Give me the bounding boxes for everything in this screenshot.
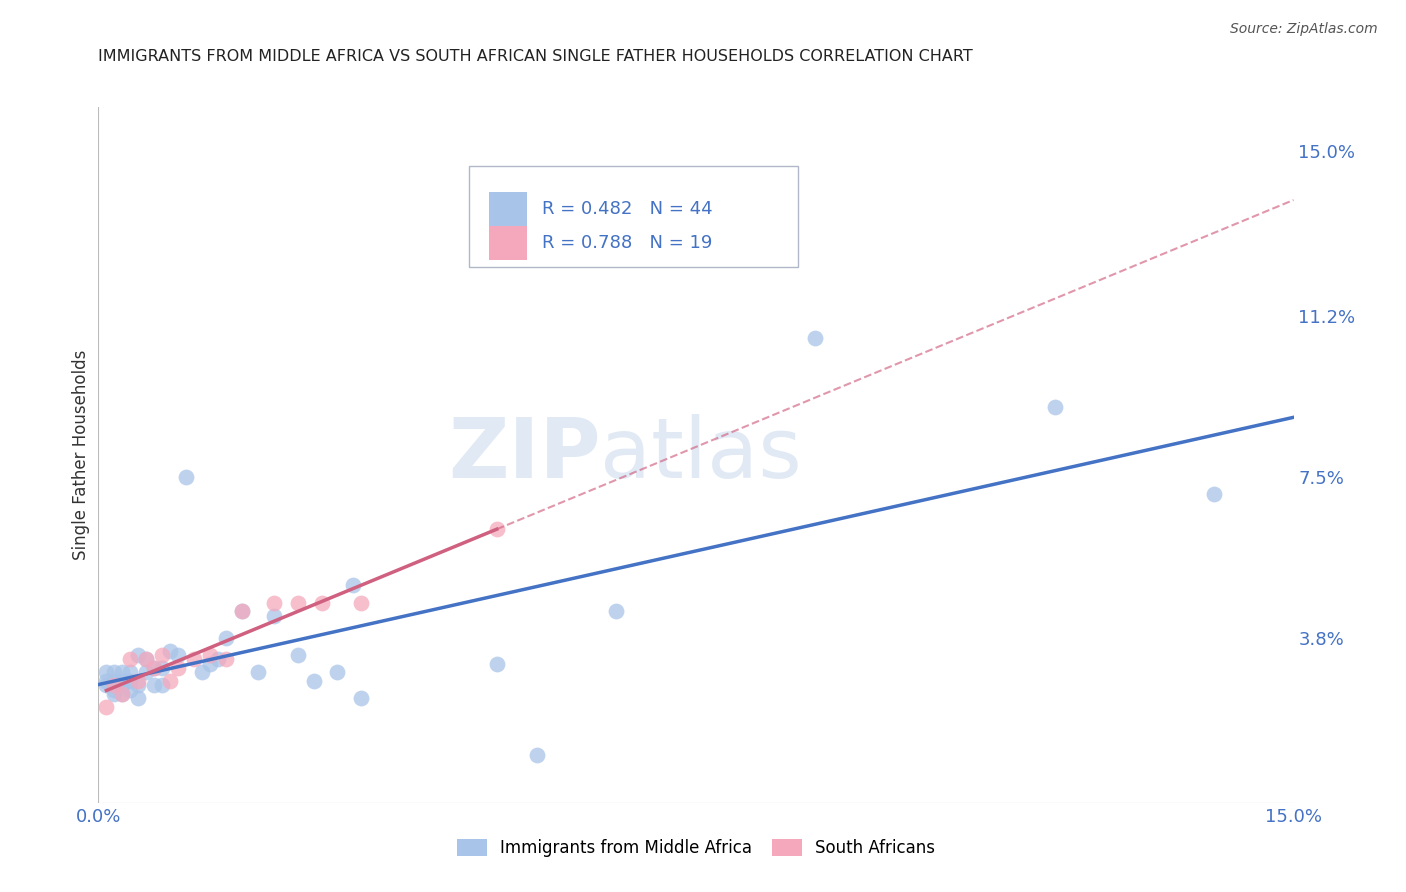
Point	[103, 687, 125, 701]
Point	[198, 657, 221, 671]
Point	[485, 657, 508, 671]
Point	[350, 691, 373, 706]
Point	[103, 674, 125, 689]
Point	[135, 652, 157, 666]
Point	[311, 596, 333, 610]
FancyBboxPatch shape	[489, 227, 527, 260]
Legend: Immigrants from Middle Africa, South Africans: Immigrants from Middle Africa, South Afr…	[450, 832, 942, 864]
Point	[526, 747, 548, 762]
Text: R = 0.788   N = 19: R = 0.788 N = 19	[541, 234, 713, 252]
Point	[804, 330, 827, 344]
Text: atlas: atlas	[600, 415, 801, 495]
Point	[120, 665, 142, 680]
Point	[246, 665, 269, 680]
Point	[150, 661, 173, 675]
Text: R = 0.482   N = 44: R = 0.482 N = 44	[541, 200, 713, 219]
Point	[143, 678, 166, 692]
Point	[167, 661, 190, 675]
Point	[174, 469, 197, 483]
Point	[342, 578, 364, 592]
Point	[191, 665, 214, 680]
Point	[159, 674, 181, 689]
Text: Source: ZipAtlas.com: Source: ZipAtlas.com	[1230, 22, 1378, 37]
Point	[231, 605, 253, 619]
Point	[111, 687, 134, 701]
Point	[120, 674, 142, 689]
Point	[111, 674, 134, 689]
FancyBboxPatch shape	[470, 166, 797, 267]
Point	[150, 648, 173, 662]
Point	[127, 674, 149, 689]
Point	[207, 652, 229, 666]
Text: IMMIGRANTS FROM MIDDLE AFRICA VS SOUTH AFRICAN SINGLE FATHER HOUSEHOLDS CORRELAT: IMMIGRANTS FROM MIDDLE AFRICA VS SOUTH A…	[98, 49, 973, 64]
Point	[103, 665, 125, 680]
Point	[167, 648, 190, 662]
Point	[263, 608, 285, 623]
Point	[287, 648, 309, 662]
FancyBboxPatch shape	[489, 193, 527, 226]
Point	[1043, 400, 1066, 414]
Point	[183, 652, 205, 666]
Point	[103, 682, 125, 697]
Point	[127, 678, 149, 692]
Y-axis label: Single Father Households: Single Father Households	[72, 350, 90, 560]
Point	[135, 665, 157, 680]
Point	[215, 652, 238, 666]
Point	[263, 596, 285, 610]
Point	[1202, 487, 1225, 501]
Point	[96, 678, 118, 692]
Point	[485, 522, 508, 536]
Point	[143, 661, 166, 675]
Point	[350, 596, 373, 610]
Text: ZIP: ZIP	[449, 415, 600, 495]
Point	[127, 691, 149, 706]
Point	[111, 665, 134, 680]
Point	[135, 652, 157, 666]
Point	[326, 665, 349, 680]
Point	[111, 687, 134, 701]
Point	[215, 631, 238, 645]
Point	[150, 678, 173, 692]
Point	[96, 700, 118, 714]
Point	[127, 648, 149, 662]
Point	[103, 678, 125, 692]
Point	[605, 605, 627, 619]
Point	[96, 665, 118, 680]
Point	[159, 643, 181, 657]
Point	[111, 678, 134, 692]
Point	[231, 605, 253, 619]
Point	[287, 596, 309, 610]
Point	[96, 674, 118, 689]
Point	[143, 661, 166, 675]
Point	[198, 648, 221, 662]
Point	[120, 652, 142, 666]
Point	[120, 682, 142, 697]
Point	[302, 674, 325, 689]
